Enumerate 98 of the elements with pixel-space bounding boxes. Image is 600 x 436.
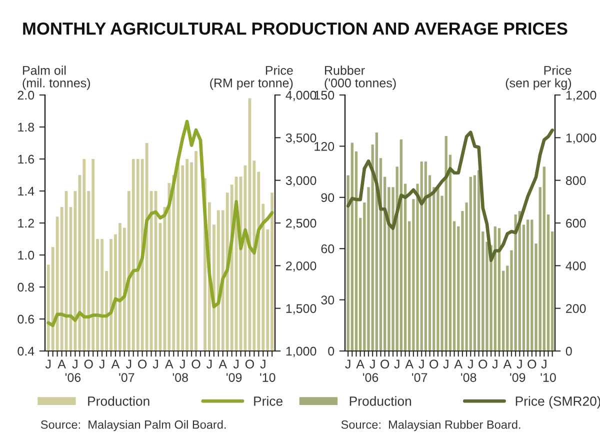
bar [350,142,354,351]
y-tick-label: 1.6 [18,154,34,164]
x-tick-label: J [370,360,375,369]
bar [424,162,428,351]
bar [469,176,472,351]
bar [530,220,534,351]
y2-tick-label: 1,000 [286,346,316,358]
y2-tick-label: 1,000 [566,133,596,144]
x-tick-label: O [138,360,147,369]
y2-tick-label: 1,200 [566,90,596,102]
bar [400,139,403,351]
bar [444,136,448,351]
y-tick-label: 30 [321,296,334,304]
bar [526,220,530,351]
y-tick-label: 120 [314,142,334,151]
x-tick-label: A [111,360,120,368]
text: '07 [412,373,428,382]
y2-axis-title: Price (sen per kg) [506,66,572,90]
text: '06 [363,373,378,382]
y2-axis-title: Price (RM per tonne) [210,66,293,90]
y2-tick-label: 0 [566,346,572,356]
text: '10 [260,373,276,382]
x-tick-label: A [405,360,414,368]
x-tick-label: J [126,360,132,369]
text: '06 [65,373,81,382]
x-tick-label: A [454,360,463,368]
x-tick-label: J [99,360,104,369]
text: '09 [510,373,526,382]
text: '07 [119,373,134,382]
x-tick-label: J [206,360,212,369]
y-tick-label: 1.0 [18,250,34,260]
bar [436,187,440,351]
x-tick-label: J [72,360,78,369]
y-tick-label: 0.4 [18,346,34,356]
y-axis-title: Rubber ('000 tonnes) [324,66,396,90]
y-tick-label: 0.6 [18,314,34,324]
y-tick-label: 1.4 [18,186,34,196]
y-tick-label: 0 [328,346,334,356]
x-tick-label: J [516,360,522,369]
y-tick-label: 1.2 [18,218,34,228]
x-tick-label: J [152,360,158,369]
x-tick-label: A [165,360,174,368]
x-tick-label: A [58,360,66,368]
bar [514,214,517,351]
y-tick-label: 2.0 [18,90,34,100]
x-tick-label: O [380,360,390,369]
line-series [346,128,554,262]
x-tick-label: J [180,360,185,369]
x-tick-label: J [418,360,424,369]
source-note: Source: Malaysian Rubber Board. [341,420,520,432]
y2-tick-label: 3,000 [286,176,316,186]
bar [542,166,546,351]
x-tick-label: J [443,360,448,369]
text: '10 [540,373,556,382]
y2-tick-label: 3,500 [286,133,316,144]
text: '08 [461,373,476,382]
line-series [46,120,274,328]
source-note: Source: Malaysian Palm Oil Board. [40,420,226,432]
bar [420,162,423,351]
y2-tick-label: 800 [566,176,586,185]
y2-tick-label: 2,000 [286,261,316,272]
legend-label: Production [88,396,150,406]
x-tick-label: O [192,360,200,369]
x-tick-label: J [492,360,498,369]
x-tick-label: A [356,360,364,368]
x-tick-label: J [260,360,266,369]
y2-tick-label: 200 [566,304,586,313]
legend-label: Production [350,396,412,406]
x-tick-label: A [218,360,228,368]
y-tick-label: 60 [321,244,334,254]
bar [477,170,480,351]
y2-tick-label: 600 [566,218,586,228]
x-tick-label: J [345,360,350,369]
legend-label: Price [254,396,283,406]
y2-tick-label: 400 [566,261,586,270]
x-tick-label: J [45,360,51,369]
y-axis-title: Palm oil (mil. tonnes) [22,66,90,90]
x-tick-label: J [394,360,400,369]
x-tick-label: J [541,360,546,369]
y2-tick-label: 1,500 [286,304,316,314]
x-tick-label: O [528,360,536,369]
text: '09 [226,373,242,382]
y2-tick-label: 4,000 [286,90,316,102]
chart-title: MONTHLY AGRICULTURAL PRODUCTION AND AVERAGE PRICES [23,22,568,35]
x-tick-label: A [503,360,512,368]
x-tick-label: O [478,360,488,369]
x-tick-label: J [468,360,473,369]
y2-tick-label: 2,500 [286,218,316,230]
y-tick-label: 0.8 [18,282,34,292]
y-tick-label: 1.8 [18,122,34,132]
x-tick-label: O [430,360,438,369]
y-tick-label: 150 [314,90,334,100]
x-tick-label: O [84,360,93,369]
bar [498,228,501,351]
x-tick-label: J [233,360,238,369]
x-tick-label: O [245,360,254,369]
y-tick-label: 90 [321,193,334,202]
text: '08 [172,373,188,382]
